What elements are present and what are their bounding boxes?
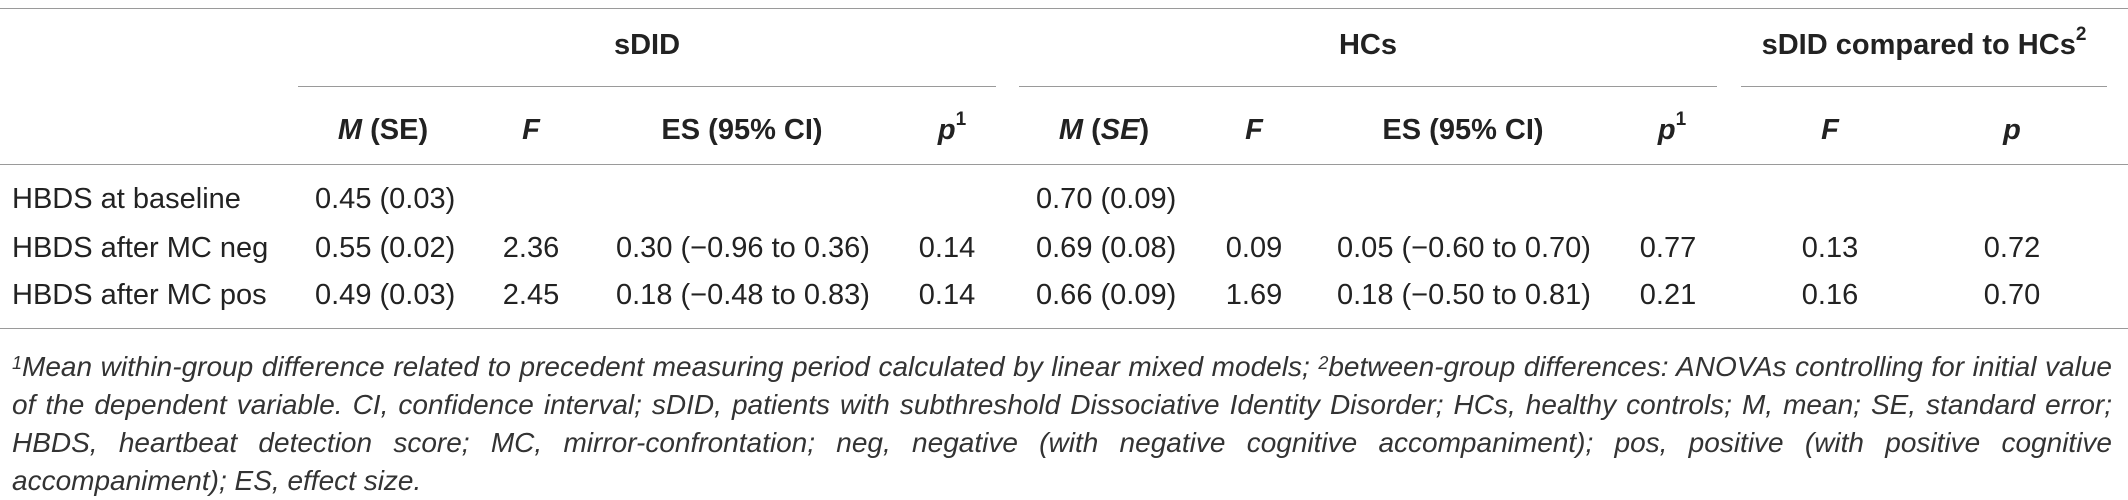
col-header-se: SE	[1100, 114, 1140, 146]
col-header-p-hcs: p1	[1657, 110, 1686, 146]
cell-f-compare: 0.13	[1801, 232, 1859, 264]
col-header-p-sdid: p1	[937, 110, 966, 146]
col-header-paren-open: (	[1083, 114, 1101, 146]
group-header-hcs: HCs	[1338, 29, 1398, 61]
col-header-f-sdid: F	[522, 116, 540, 145]
col-header-m-se-hcs: M (SE)	[1059, 116, 1149, 145]
footnote-text-2: between-group differences: ANOVAs contro…	[12, 351, 2112, 496]
group-header-compare: sDID compared to HCs2	[1761, 25, 2087, 61]
cell-m-se-hcs: 0.66 (0.09)	[1036, 279, 1177, 311]
col-header-f: F	[1821, 114, 1839, 146]
col-header-f: F	[522, 114, 540, 146]
sdid-group-rule	[298, 86, 996, 87]
footnote-ref-2: 2	[2075, 24, 2087, 45]
footnote-marker-1: 1	[12, 353, 23, 373]
col-header-p: p	[937, 114, 956, 146]
col-header-p: p	[2003, 114, 2021, 146]
group-header-compare-text: sDID compared to HCs	[1761, 29, 2076, 61]
hcs-group-rule	[1019, 86, 1717, 87]
cell-es-sdid: 0.30 (−0.96 to 0.36)	[616, 232, 870, 264]
row-label: HBDS after MC pos	[12, 279, 267, 311]
row-label: HBDS at baseline	[12, 183, 241, 215]
col-header-m: M	[1058, 114, 1084, 146]
table-footnote: 1Mean within-group difference related to…	[12, 348, 2112, 500]
cell-f-compare: 0.16	[1801, 279, 1859, 311]
cell-f-hcs: 0.09	[1225, 232, 1283, 264]
cell-p-sdid: 0.14	[918, 232, 976, 264]
table-bottom-rule	[0, 328, 2128, 329]
cell-m-se-hcs: 0.70 (0.09)	[1036, 183, 1177, 215]
cell-p-sdid: 0.14	[918, 279, 976, 311]
col-header-es-sdid: ES (95% CI)	[661, 114, 823, 146]
col-header-m: M	[337, 114, 363, 146]
footnote-ref-1: 1	[1675, 109, 1687, 130]
col-header-f: F	[1245, 114, 1263, 146]
compare-group-rule	[1741, 86, 2107, 87]
group-header-sdid: sDID	[613, 29, 681, 61]
cell-m-se-hcs: 0.69 (0.08)	[1036, 232, 1177, 264]
col-header-f-hcs: F	[1245, 116, 1263, 145]
col-header-m-se-sdid: M (SE)	[338, 116, 428, 145]
footnote-text-1: Mean within-group difference related to …	[22, 351, 1319, 382]
cell-f-sdid: 2.36	[502, 232, 560, 264]
col-header-p: p	[1657, 114, 1676, 146]
col-header-es-hcs: ES (95% CI)	[1382, 114, 1544, 146]
cell-m-se-sdid: 0.55 (0.02)	[315, 232, 456, 264]
col-header-se: (SE)	[362, 114, 429, 146]
cell-f-hcs: 1.69	[1225, 279, 1283, 311]
cell-p-compare: 0.70	[1983, 279, 2041, 311]
table-top-rule	[0, 8, 2128, 9]
header-bottom-rule	[0, 164, 2128, 165]
row-label: HBDS after MC neg	[12, 232, 269, 264]
col-header-paren-close: )	[1139, 114, 1150, 146]
cell-m-se-sdid: 0.49 (0.03)	[315, 279, 456, 311]
cell-m-se-sdid: 0.45 (0.03)	[315, 183, 456, 215]
col-header-f-compare: F	[1821, 116, 1839, 145]
cell-es-sdid: 0.18 (−0.48 to 0.83)	[616, 279, 870, 311]
cell-p-compare: 0.72	[1983, 232, 2041, 264]
cell-p-hcs: 0.21	[1639, 279, 1697, 311]
col-header-p-compare: p	[2003, 116, 2021, 145]
footnote-ref-1: 1	[955, 109, 967, 130]
cell-p-hcs: 0.77	[1639, 232, 1697, 264]
footnote-marker-2: 2	[1318, 353, 1329, 373]
cell-f-sdid: 2.45	[502, 279, 560, 311]
cell-es-hcs: 0.18 (−0.50 to 0.81)	[1337, 279, 1591, 311]
cell-es-hcs: 0.05 (−0.60 to 0.70)	[1337, 232, 1591, 264]
